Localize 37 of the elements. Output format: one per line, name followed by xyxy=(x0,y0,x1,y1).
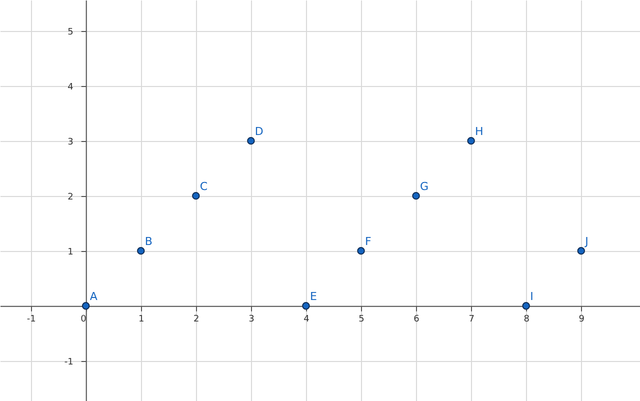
annotation: C xyxy=(200,180,208,193)
annotation: F xyxy=(364,234,372,248)
point xyxy=(577,246,585,255)
x-tick-label: 4 xyxy=(304,314,310,324)
annotation: A xyxy=(90,290,98,303)
x-tick-label: 5 xyxy=(358,314,364,324)
x-tick-label: 1 xyxy=(138,314,144,324)
annotation: J xyxy=(584,234,588,248)
point xyxy=(357,246,365,255)
x-tick-label: 2 xyxy=(194,314,200,324)
x-tick-label: 0 xyxy=(80,314,87,324)
annotation: B xyxy=(144,234,152,248)
annotation: G xyxy=(420,180,429,193)
x-tick-label: 6 xyxy=(414,314,420,324)
y-tick-label: 4 xyxy=(68,82,74,92)
point xyxy=(82,302,90,310)
annotation: E xyxy=(310,290,317,303)
annotation: I xyxy=(530,290,534,303)
x-tick-label: 8 xyxy=(524,314,530,324)
y-tick-label: 3 xyxy=(68,137,74,148)
x-tick-label: -1 xyxy=(26,314,36,324)
x-tick-label: 3 xyxy=(248,314,254,324)
point xyxy=(302,302,310,310)
point xyxy=(412,192,420,200)
annotation: D xyxy=(254,124,264,138)
x-tick-label: 9 xyxy=(578,314,585,324)
point xyxy=(522,302,530,310)
point xyxy=(247,136,255,145)
y-tick-label: 5 xyxy=(68,27,74,38)
y-tick-label: 2 xyxy=(68,192,74,202)
y-tick-label: -1 xyxy=(64,357,74,368)
point xyxy=(467,136,475,145)
point xyxy=(137,246,145,255)
annotation: H xyxy=(475,124,484,138)
x-tick-label: 7 xyxy=(468,314,474,324)
y-tick-label: 1 xyxy=(68,247,74,258)
point xyxy=(192,192,200,200)
